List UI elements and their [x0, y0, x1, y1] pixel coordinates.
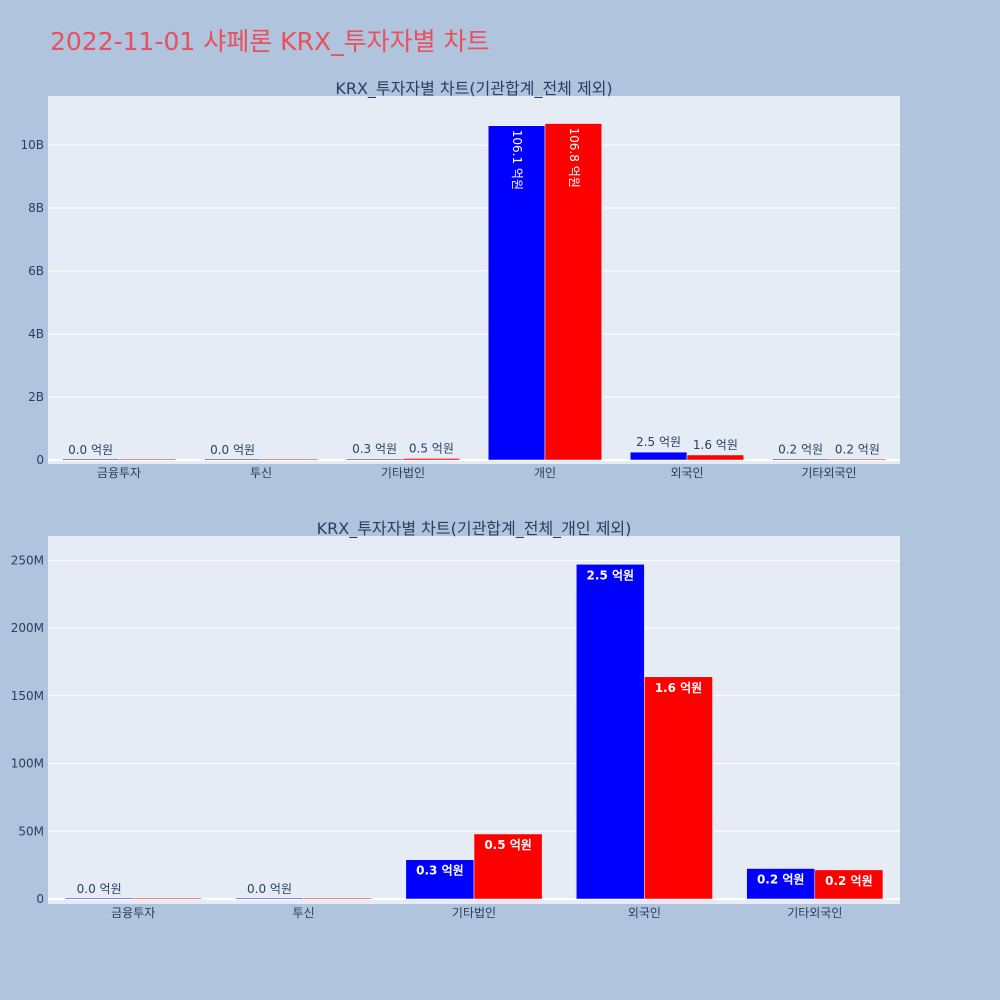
x-tick-label: 투신: [293, 906, 315, 920]
bar: [132, 897, 202, 900]
y-tick-label: 8B: [28, 201, 44, 215]
y-tick-label: 200M: [11, 621, 44, 635]
plot-area-1: [48, 96, 900, 464]
page-title: 2022-11-01 샤페론 KRX_투자자별 차트: [50, 27, 490, 56]
y-tick-label: 50M: [18, 824, 44, 838]
chart-title: KRX_투자자별 차트(기관합계_전체_개인 제외): [317, 519, 632, 539]
bar: [402, 458, 461, 461]
chart-title: KRX_투자자별 차트(기관합계_전체 제외): [335, 79, 612, 99]
data-label: 0.2 억원: [835, 442, 880, 456]
y-tick-label: 2B: [28, 390, 44, 404]
y-tick-label: 100M: [11, 757, 44, 771]
y-tick-label: 250M: [11, 553, 44, 567]
bar: [828, 458, 887, 461]
data-label: 0.3 억원: [352, 442, 397, 456]
bar: [235, 897, 304, 900]
data-label: 0.0 억원: [68, 443, 113, 457]
data-label: 0.0 억원: [247, 882, 292, 896]
bar: [61, 458, 120, 461]
y-tick-label: 150M: [11, 689, 44, 703]
data-label: 0.2 억원: [778, 442, 823, 456]
bar: [629, 451, 688, 461]
bar: [203, 458, 262, 461]
x-tick-label: 외국인: [628, 906, 661, 920]
bar: [473, 833, 543, 900]
data-label: 106.1 억원: [510, 130, 524, 190]
bar: [814, 869, 884, 900]
y-tick-label: 6B: [28, 264, 44, 278]
x-tick-label: 기타법인: [381, 466, 425, 480]
x-tick-label: 기타외국인: [787, 906, 842, 920]
bar: [303, 897, 373, 900]
bar: [118, 458, 177, 461]
data-label: 1.6 억원: [693, 438, 738, 452]
data-label: 0.5 억원: [484, 838, 532, 852]
bar: [644, 676, 713, 900]
data-label: 2.5 억원: [587, 568, 635, 582]
data-label: 1.6 억원: [655, 681, 703, 695]
x-tick-label: 외국인: [670, 466, 703, 480]
x-tick-label: 개인: [534, 466, 556, 480]
y-tick-label: 10B: [20, 138, 44, 152]
x-tick-label: 기타외국인: [801, 466, 856, 480]
data-label: 106.8 억원: [567, 128, 581, 188]
bar: [544, 123, 603, 461]
data-label: 0.5 억원: [409, 441, 454, 455]
data-label: 0.3 억원: [416, 864, 464, 878]
data-label: 2.5 억원: [636, 435, 681, 449]
y-tick-label: 4B: [28, 327, 44, 341]
bar: [64, 897, 134, 900]
data-label: 0.2 억원: [757, 873, 805, 887]
data-label: 0.0 억원: [210, 443, 255, 457]
bar: [575, 564, 645, 900]
x-tick-label: 금융투자: [111, 906, 155, 920]
data-label: 0.0 억원: [77, 882, 122, 896]
bar: [405, 859, 475, 900]
bar: [771, 458, 830, 461]
x-tick-label: 기타법인: [452, 906, 496, 920]
data-label: 0.2 억원: [825, 874, 873, 888]
y-tick-label: 0: [36, 453, 44, 467]
bar: [345, 458, 404, 461]
bar: [686, 454, 745, 461]
x-tick-label: 투신: [250, 466, 272, 480]
y-tick-label: 0: [36, 892, 44, 906]
bar: [260, 458, 319, 461]
x-tick-label: 금융투자: [97, 466, 141, 480]
